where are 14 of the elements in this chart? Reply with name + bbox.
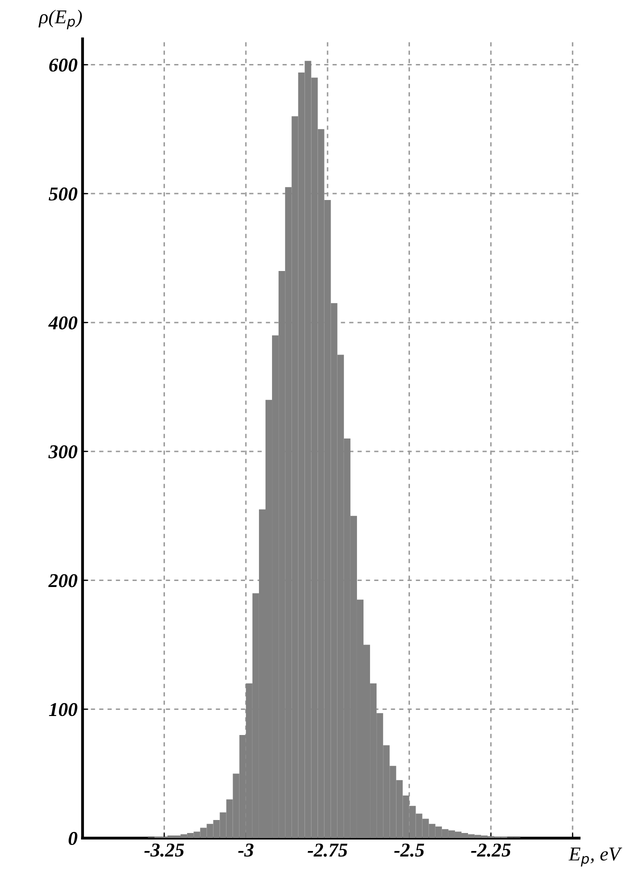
x-axis-title: E$_{p}$, eV	[568, 848, 622, 866]
y-axis-title: ρ(E$_{p}$)	[38, 10, 82, 30]
x-tick-label: -3	[238, 844, 254, 857]
x-tick-label: -3.25	[144, 844, 184, 857]
y-tick-label: 100	[48, 703, 78, 716]
y-tick-label: 0	[68, 832, 78, 846]
x-tick-label: -2.75	[308, 844, 348, 857]
y-tick-label: 600	[49, 58, 78, 72]
y-tick-label: 200	[48, 574, 78, 588]
x-tick-label: -2.25	[471, 844, 511, 857]
x-tick-label: -2.5	[394, 844, 424, 857]
y-tick-label: 500	[48, 187, 78, 201]
y-tick-label: 300	[48, 445, 78, 458]
y-tick-label: 400	[48, 316, 78, 330]
